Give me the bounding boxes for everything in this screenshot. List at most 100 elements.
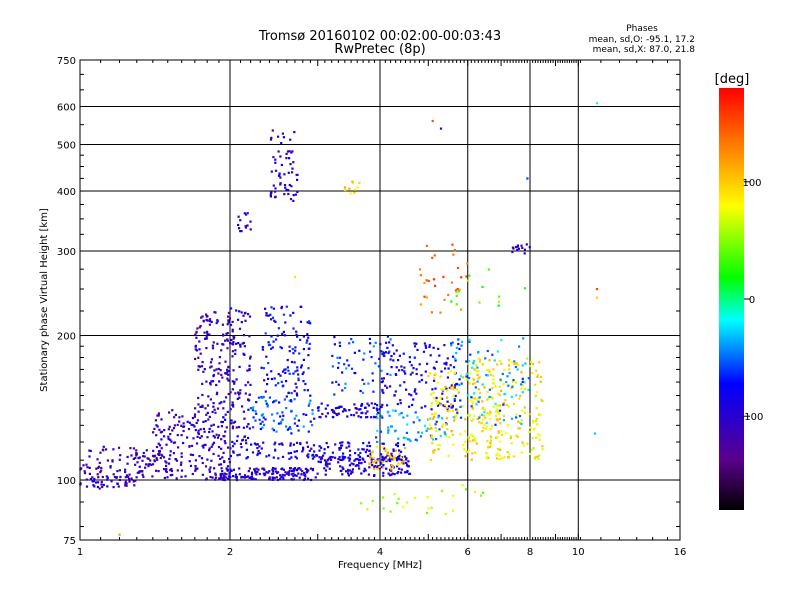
- data-point: [351, 180, 354, 183]
- data-point: [190, 423, 193, 426]
- data-point: [496, 410, 499, 413]
- data-point: [222, 474, 225, 477]
- data-point: [447, 454, 450, 457]
- data-point: [300, 366, 303, 369]
- data-point: [467, 435, 470, 439]
- data-point: [431, 442, 434, 445]
- data-point: [442, 404, 445, 407]
- data-point: [508, 371, 511, 375]
- data-point: [231, 350, 234, 353]
- data-point: [388, 350, 391, 353]
- data-point: [302, 358, 305, 361]
- data-point: [233, 442, 236, 445]
- data-point: [295, 333, 298, 336]
- data-point: [94, 481, 98, 484]
- data-point: [168, 457, 171, 460]
- data-point: [264, 400, 267, 403]
- data-point: [144, 466, 147, 469]
- data-point: [510, 395, 513, 398]
- data-point: [464, 440, 467, 443]
- data-point: [494, 410, 497, 413]
- data-point: [497, 300, 500, 303]
- data-point: [264, 418, 267, 421]
- data-point: [521, 246, 524, 249]
- data-point: [395, 443, 398, 446]
- scatter-points: [79, 102, 599, 536]
- data-point: [498, 385, 501, 388]
- data-point: [471, 400, 474, 403]
- data-point: [296, 190, 299, 193]
- data-point: [474, 451, 477, 454]
- data-point: [489, 428, 492, 431]
- data-point: [292, 478, 295, 481]
- data-point: [482, 414, 485, 417]
- data-point: [396, 463, 399, 466]
- data-point: [481, 383, 484, 386]
- data-point: [224, 339, 227, 342]
- data-point: [329, 458, 333, 461]
- data-point: [461, 405, 464, 408]
- data-point: [486, 390, 489, 394]
- data-point: [358, 349, 361, 352]
- data-point: [518, 345, 521, 348]
- data-point: [209, 366, 212, 369]
- data-point: [473, 359, 476, 363]
- data-point: [389, 457, 392, 460]
- data-point: [377, 365, 380, 368]
- data-point: [430, 311, 433, 314]
- data-point: [284, 368, 287, 371]
- data-point: [535, 420, 538, 423]
- data-point: [452, 416, 455, 419]
- data-point: [274, 467, 277, 470]
- data-point: [512, 455, 515, 458]
- data-point: [394, 449, 398, 452]
- data-point: [200, 365, 204, 368]
- data-point: [201, 393, 204, 397]
- data-point: [100, 469, 103, 472]
- data-point: [460, 308, 463, 311]
- data-point: [132, 457, 135, 460]
- data-point: [165, 467, 168, 471]
- data-point: [244, 474, 247, 477]
- data-point: [151, 454, 155, 457]
- data-point: [180, 475, 183, 478]
- data-point: [128, 473, 131, 476]
- data-point: [124, 468, 127, 471]
- data-point: [373, 474, 376, 477]
- data-point: [310, 447, 313, 450]
- data-point: [439, 403, 442, 406]
- data-point: [153, 454, 157, 457]
- data-point: [198, 340, 201, 343]
- data-point: [431, 119, 434, 123]
- data-point: [252, 406, 255, 409]
- data-point: [210, 358, 213, 361]
- data-point: [454, 394, 457, 398]
- data-point: [272, 156, 275, 159]
- data-point: [229, 391, 232, 394]
- data-point: [402, 459, 405, 462]
- data-point: [307, 430, 310, 433]
- data-point: [203, 331, 206, 334]
- data-point: [210, 365, 213, 368]
- data-point: [514, 365, 517, 369]
- data-point: [296, 173, 299, 176]
- data-point: [343, 456, 346, 459]
- data-point: [431, 388, 434, 391]
- data-point: [85, 463, 88, 466]
- data-point: [435, 399, 438, 402]
- data-point: [216, 436, 220, 439]
- data-point: [234, 349, 237, 352]
- data-point: [480, 494, 483, 497]
- data-point: [208, 447, 211, 450]
- data-point: [416, 348, 419, 351]
- data-point: [335, 380, 338, 383]
- data-point: [220, 349, 223, 352]
- data-point: [535, 407, 538, 410]
- data-point: [206, 411, 209, 414]
- data-point: [361, 448, 364, 451]
- data-point: [276, 478, 280, 482]
- data-point: [166, 476, 169, 479]
- data-point: [296, 366, 299, 369]
- data-point: [274, 195, 277, 198]
- data-point: [382, 471, 385, 474]
